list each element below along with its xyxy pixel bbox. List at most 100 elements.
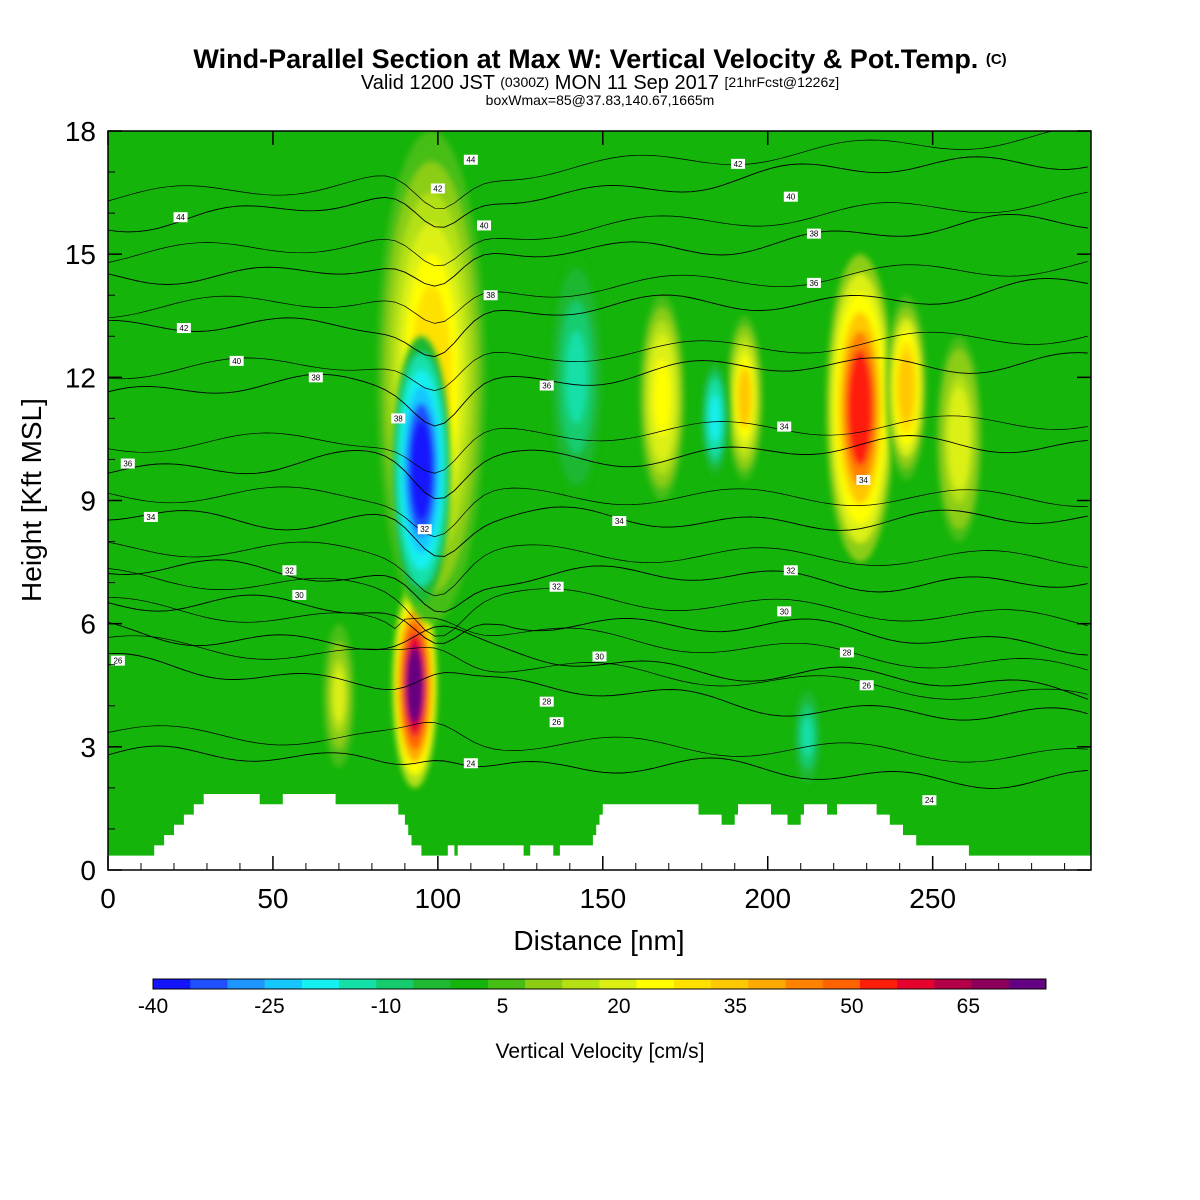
x-tick-label: 150 <box>579 883 626 914</box>
contour-label-bg <box>463 758 478 769</box>
potential-temperature-contours <box>108 131 1088 789</box>
theta-contour-30 <box>108 594 1088 656</box>
theta-contour-28 <box>108 621 1088 700</box>
colorbar-segment <box>599 979 638 989</box>
contour-label: 26 <box>552 718 561 727</box>
contour-label-bg <box>120 458 135 469</box>
theta-contour-minor <box>108 191 1088 267</box>
contour-label: 30 <box>295 591 304 600</box>
valid-time-utc: (0300Z) <box>500 74 550 90</box>
velocity-contour-band <box>737 367 752 429</box>
contour-label-bg <box>549 717 564 728</box>
velocity-feature <box>826 254 894 563</box>
contour-label: 44 <box>176 213 185 222</box>
contour-label: 26 <box>862 681 871 690</box>
contour-label: 40 <box>786 193 795 202</box>
contour-label-bg <box>806 277 821 288</box>
velocity-feature <box>726 315 763 480</box>
theta-contour-minor <box>108 722 1088 763</box>
contour-label-bg <box>777 421 792 432</box>
x-tick-label: 200 <box>744 883 791 914</box>
velocity-contour-band <box>332 668 345 723</box>
contour-label-bg <box>922 795 937 806</box>
velocity-contour-band <box>410 419 433 520</box>
contour-label: 42 <box>433 184 442 193</box>
x-axis-label: Distance [nm] <box>513 925 684 956</box>
contour-label-bg <box>417 524 432 535</box>
contour-label: 36 <box>123 460 132 469</box>
theta-contour-40 <box>108 277 1088 358</box>
y-tick-label: 12 <box>65 362 96 393</box>
contour-label-bg <box>856 474 871 485</box>
theta-contour-minor <box>108 131 1054 209</box>
contour-label-bg <box>176 323 191 334</box>
contour-label: 42 <box>734 160 743 169</box>
contour-label: 28 <box>842 648 851 657</box>
theta-contour-24 <box>108 745 1088 789</box>
contour-label-bg <box>859 680 874 691</box>
theta-contour-36 <box>108 435 1088 500</box>
colorbar-segment <box>525 979 563 989</box>
colorbar-segment <box>636 979 675 989</box>
velocity-feature <box>793 685 822 788</box>
theta-contour-38 <box>108 352 1088 427</box>
colorbar-tick-label: 5 <box>497 995 509 1018</box>
contour-label: 34 <box>146 513 155 522</box>
contour-label-bg <box>173 212 188 223</box>
colorbar-tick-label: 20 <box>607 995 630 1018</box>
velocity-contour-band <box>847 350 873 466</box>
contour-label-bg <box>806 228 821 239</box>
contour-label: 40 <box>232 357 241 366</box>
contour-label-bg <box>783 565 798 576</box>
vertical-velocity-field <box>323 131 982 788</box>
y-tick-label: 3 <box>80 732 96 763</box>
contour-label-bg <box>292 589 307 600</box>
contour-label-bg <box>777 606 792 617</box>
contour-label-bg <box>463 154 478 165</box>
y-tick-label: 0 <box>80 855 96 886</box>
theta-contour-32 <box>108 559 1088 613</box>
contour-label-bg <box>783 191 798 202</box>
plot-background <box>108 131 1091 870</box>
contour-label: 36 <box>809 279 818 288</box>
velocity-feature <box>392 336 451 604</box>
colorbar-segment <box>487 979 526 989</box>
x-tick-label: 250 <box>909 883 956 914</box>
contour-label: 38 <box>394 414 403 423</box>
colorbar-segment <box>934 979 973 989</box>
colorbar-segment <box>450 979 489 989</box>
colorbar-label: Vertical Velocity [cm/s] <box>496 1040 705 1063</box>
colorbar: -40 -25 -10 5 20 35 50 65 <box>138 978 1047 1018</box>
theta-contour-42 <box>108 213 1088 287</box>
colorbar-segment <box>339 979 377 989</box>
velocity-feature <box>392 582 438 788</box>
theta-contour-26 <box>108 652 1088 721</box>
velocity-contour-band <box>566 331 587 424</box>
chart-title-text: Wind-Parallel Section at Max W: Vertical… <box>193 44 979 74</box>
colorbar-segment <box>264 979 303 989</box>
contour-label-bg <box>229 355 244 366</box>
colorbar-tick-label: 50 <box>840 995 863 1018</box>
colorbar-tick-label: -25 <box>254 995 284 1018</box>
contour-label-bg <box>539 380 554 391</box>
contour-label: 30 <box>780 607 789 616</box>
velocity-feature <box>639 295 685 501</box>
velocity-feature <box>700 356 729 480</box>
theta-contour-minor <box>108 261 1088 324</box>
theta-contour-minor <box>108 331 1088 391</box>
velocity-contour-band <box>653 359 671 437</box>
colorbar-segment <box>822 979 861 989</box>
contour-label: 38 <box>486 291 495 300</box>
velocity-feature <box>323 623 355 768</box>
contour-label-bg <box>391 413 406 424</box>
colorbar-segment <box>376 979 414 989</box>
colorbar-frame <box>152 978 1047 990</box>
contour-label-bg <box>430 183 445 194</box>
theta-contour-minor <box>108 568 1088 637</box>
colorbar-segment <box>673 979 712 989</box>
contour-label: 44 <box>466 156 475 165</box>
colorbar-tick-label: 65 <box>957 995 980 1018</box>
y-tick-label: 6 <box>80 609 96 640</box>
